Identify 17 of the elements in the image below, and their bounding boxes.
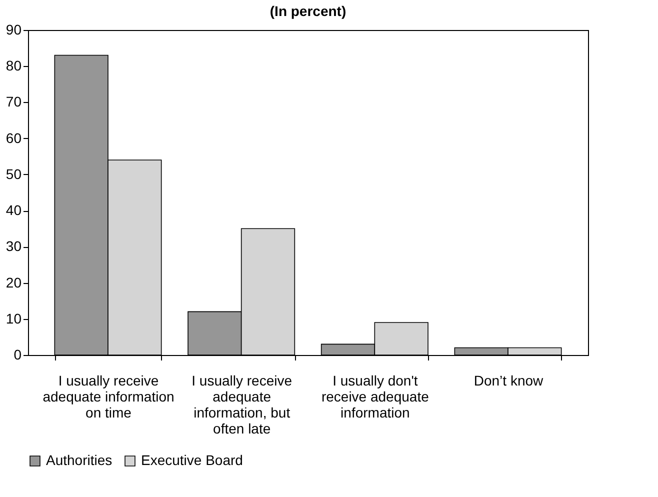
y-tick-label: 60 xyxy=(6,130,22,146)
legend-label: Executive Board xyxy=(141,452,243,468)
y-tick-label: 0 xyxy=(14,346,22,362)
x-tick-label: Don’t know xyxy=(474,372,544,388)
x-tick-label: I usually receive adequate information, but often late xyxy=(192,372,292,436)
y-tick-label: 10 xyxy=(6,310,22,326)
legend-label: Authorities xyxy=(46,452,112,468)
y-tick-label: 50 xyxy=(6,166,22,182)
y-tick-label: 20 xyxy=(6,274,22,290)
y-tick-label: 30 xyxy=(6,238,22,254)
x-tick-label: I usually receive adequate information on time xyxy=(42,372,174,420)
chart-title: (In percent) xyxy=(270,3,346,19)
y-tick-label: 80 xyxy=(6,58,22,74)
y-tick-label: 70 xyxy=(6,94,22,110)
y-tick-label: 40 xyxy=(6,202,22,218)
y-tick-label: 90 xyxy=(6,22,22,38)
x-tick-label: I usually don't receive adequate information xyxy=(321,372,430,420)
